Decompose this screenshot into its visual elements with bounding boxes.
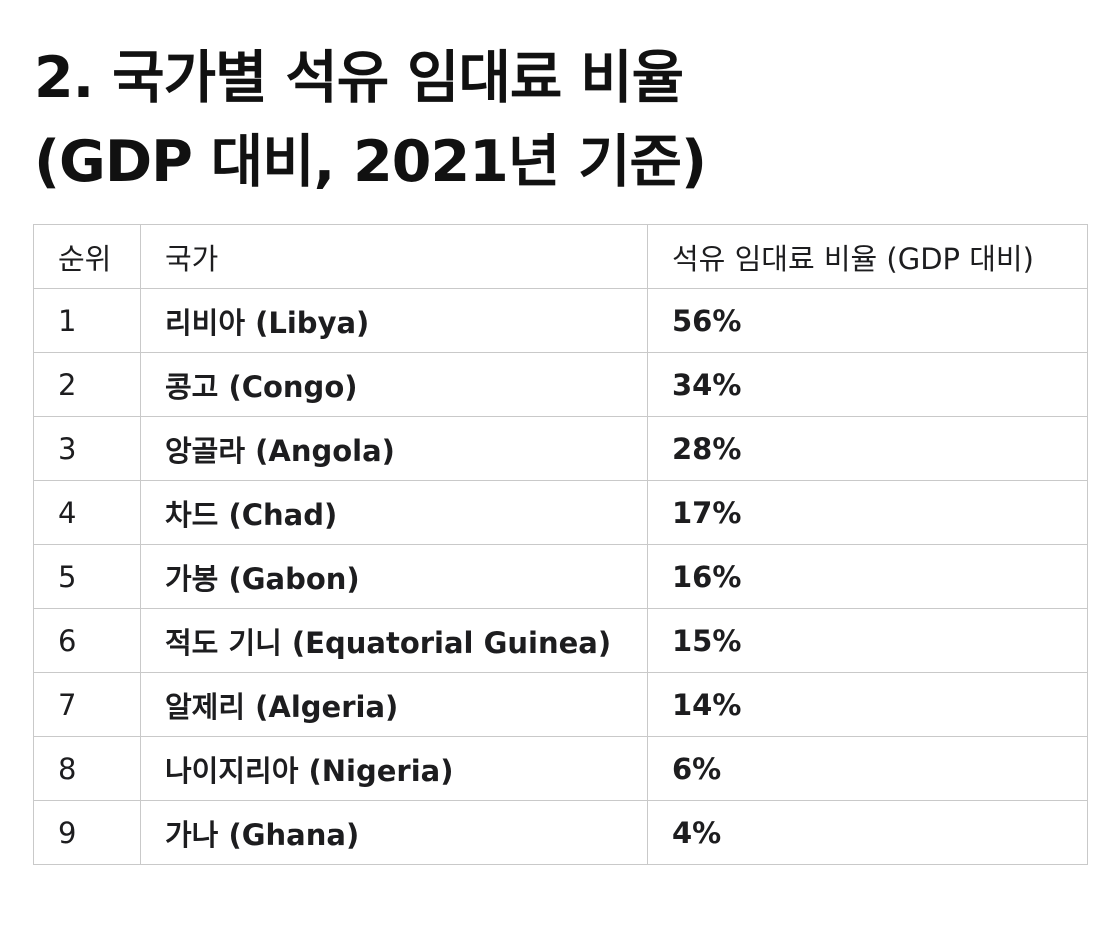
table-row: 7 알제리 (Algeria) 14% [33,672,1088,737]
oil-rent-ratio-table: 순위 국가 석유 임대료 비율 (GDP 대비) 1 리비아 (Libya) 5… [33,224,1088,865]
cell-ratio: 16% [647,544,1088,609]
page-title-line-1: 2. 국가별 석유 임대료 비율 [34,45,684,111]
cell-country: 나이지리아 (Nigeria) [140,736,648,801]
table-row: 3 앙골라 (Angola) 28% [33,416,1088,481]
cell-ratio: 56% [647,288,1088,353]
cell-country: 알제리 (Algeria) [140,672,648,737]
table-row: 4 차드 (Chad) 17% [33,480,1088,545]
header-country: 국가 [140,224,648,289]
header-rank: 순위 [33,224,141,289]
cell-country: 가봉 (Gabon) [140,544,648,609]
cell-country: 앙골라 (Angola) [140,416,648,481]
cell-country: 콩고 (Congo) [140,352,648,417]
cell-rank: 4 [33,480,141,545]
cell-rank: 7 [33,672,141,737]
cell-rank: 9 [33,800,141,865]
table-row: 8 나이지리아 (Nigeria) 6% [33,736,1088,801]
cell-ratio: 6% [647,736,1088,801]
cell-ratio: 28% [647,416,1088,481]
cell-country: 리비아 (Libya) [140,288,648,353]
cell-rank: 8 [33,736,141,801]
cell-ratio: 17% [647,480,1088,545]
cell-ratio: 14% [647,672,1088,737]
cell-country: 가나 (Ghana) [140,800,648,865]
header-ratio: 석유 임대료 비율 (GDP 대비) [647,224,1088,289]
cell-rank: 2 [33,352,141,417]
table-row: 6 적도 기니 (Equatorial Guinea) 15% [33,608,1088,673]
table-row: 5 가봉 (Gabon) 16% [33,544,1088,609]
table-row: 2 콩고 (Congo) 34% [33,352,1088,417]
cell-rank: 5 [33,544,141,609]
table-row: 9 가나 (Ghana) 4% [33,800,1088,865]
cell-country: 차드 (Chad) [140,480,648,545]
cell-rank: 3 [33,416,141,481]
cell-ratio: 34% [647,352,1088,417]
cell-rank: 1 [33,288,141,353]
page-title: 2. 국가별 석유 임대료 비율 (GDP 대비, 2021년 기준) [34,36,707,204]
cell-ratio: 4% [647,800,1088,865]
cell-country: 적도 기니 (Equatorial Guinea) [140,608,648,673]
table-header-row: 순위 국가 석유 임대료 비율 (GDP 대비) [33,224,1088,289]
table-row: 1 리비아 (Libya) 56% [33,288,1088,353]
page-title-line-2: (GDP 대비, 2021년 기준) [34,129,707,195]
cell-rank: 6 [33,608,141,673]
cell-ratio: 15% [647,608,1088,673]
